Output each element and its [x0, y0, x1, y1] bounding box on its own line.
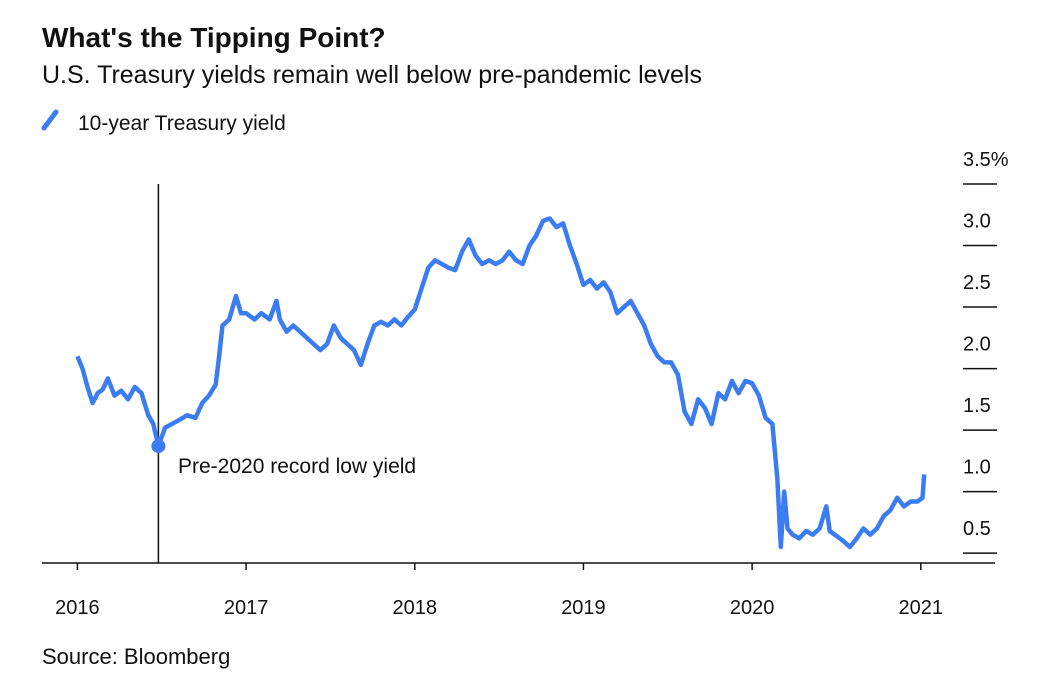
annotation-text: Pre-2020 record low yield [178, 455, 417, 478]
chart-subtitle: U.S. Treasury yields remain well below p… [42, 61, 702, 89]
y-tick-label: 3.0 [963, 211, 991, 233]
y-tick-label: 1.0 [963, 457, 991, 479]
source: Source: Bloomberg [42, 644, 230, 669]
chart-title: What's the Tipping Point? [42, 22, 386, 53]
x-tick-label: 2019 [561, 597, 606, 619]
y-tick-label: 3.5% [963, 149, 1009, 171]
y-tick-label: 2.5 [963, 272, 991, 294]
legend-label: 10-year Treasury yield [78, 112, 286, 135]
x-tick-label: 2016 [55, 597, 100, 619]
y-tick-label: 2.0 [963, 334, 991, 356]
annotation-point [151, 439, 166, 454]
x-tick-label: 2017 [224, 597, 269, 619]
y-tick-label: 1.5 [963, 395, 991, 417]
legend-swatch [41, 109, 59, 131]
x-tick-label: 2018 [393, 597, 438, 619]
x-tick-label: 2020 [730, 597, 775, 619]
line [75, 216, 927, 550]
x-tick-label: 2021 [899, 597, 944, 619]
y-tick-label: 0.5 [963, 518, 991, 540]
